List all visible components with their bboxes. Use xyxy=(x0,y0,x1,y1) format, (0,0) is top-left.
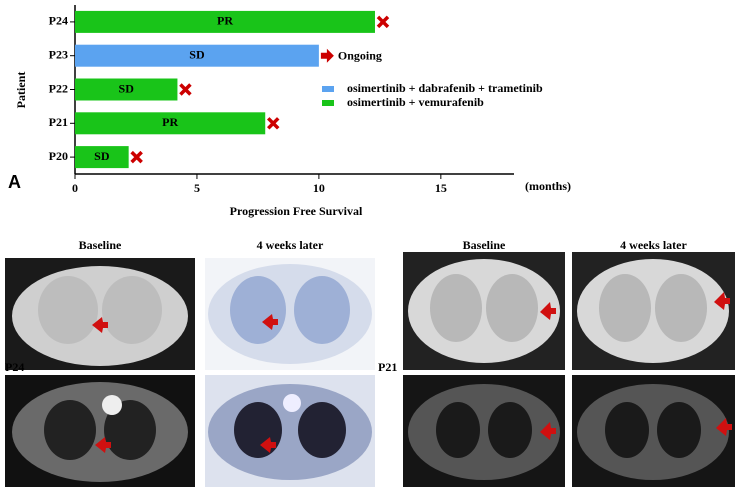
progression-marker xyxy=(179,83,192,96)
y-axis-label: Patient xyxy=(14,72,28,109)
annotation: Ongoing xyxy=(338,48,382,62)
y-tick-label: P20 xyxy=(49,149,68,163)
patient-label: P24 xyxy=(5,360,24,374)
response-label: PR xyxy=(162,115,178,129)
column-header: 4 weeks later xyxy=(257,238,324,252)
column-header: Baseline xyxy=(79,238,122,252)
progression-marker xyxy=(130,150,143,164)
bar xyxy=(75,10,375,33)
x-tick-label: 15 xyxy=(435,181,447,195)
response-label: SD xyxy=(119,81,135,95)
y-tick-label: P23 xyxy=(49,47,68,61)
progression-marker xyxy=(376,15,390,29)
bar xyxy=(75,146,129,169)
panel-label: A xyxy=(8,172,21,192)
response-label: PR xyxy=(217,14,233,28)
x-tick-label: 10 xyxy=(313,181,325,195)
response-label: SD xyxy=(189,47,205,61)
bar xyxy=(75,44,319,67)
legend-swatch xyxy=(322,100,334,106)
patient-label: P21 xyxy=(378,360,397,374)
y-tick-label: P22 xyxy=(49,81,68,95)
x-tick-label: 0 xyxy=(72,181,78,195)
ct-images xyxy=(5,252,735,487)
column-header: Baseline xyxy=(463,238,506,252)
column-header: 4 weeks later xyxy=(620,238,687,252)
x-unit: (months) xyxy=(525,179,571,193)
x-tick-label: 5 xyxy=(194,181,200,195)
response-label: SD xyxy=(94,149,110,163)
legend-label: osimertinib + dabrafenib + trametinib xyxy=(347,81,543,95)
y-tick-label: P24 xyxy=(49,14,68,28)
legend-swatch xyxy=(322,86,334,92)
x-axis-label: Progression Free Survival xyxy=(230,204,363,218)
ongoing-arrow xyxy=(320,48,334,63)
bar xyxy=(75,112,266,135)
legend-label: osimertinib + vemurafenib xyxy=(347,95,484,109)
bar xyxy=(75,78,178,101)
progression-marker xyxy=(266,117,280,130)
y-tick-label: P21 xyxy=(49,115,68,129)
